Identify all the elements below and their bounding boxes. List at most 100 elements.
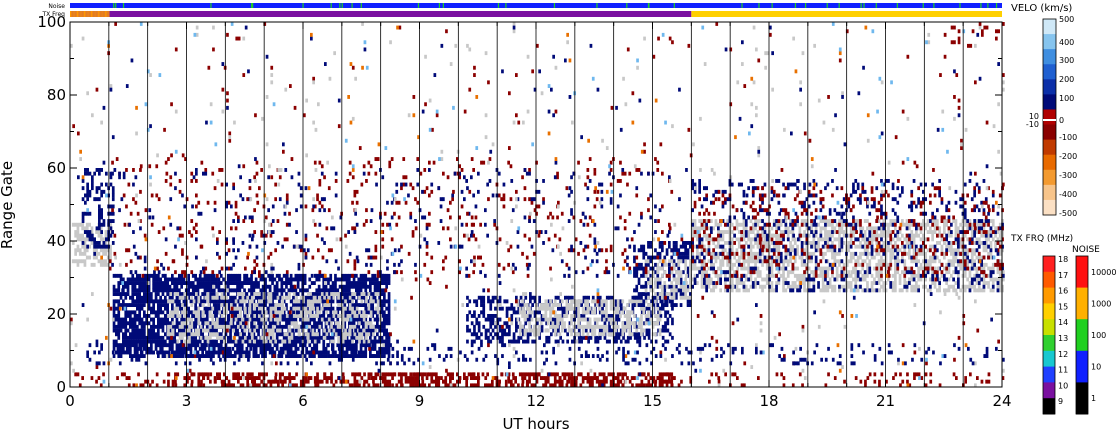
scatter-cell <box>540 314 544 318</box>
scatter-cell <box>171 306 174 311</box>
scatter-cell <box>670 270 674 275</box>
scatter-cell <box>327 288 330 293</box>
scatter-cell <box>229 332 232 337</box>
scatter-cell <box>197 310 201 315</box>
scatter-cell <box>150 332 153 337</box>
scatter-cell <box>213 295 217 300</box>
scatter-cell <box>237 306 240 311</box>
scatter-cell <box>633 295 636 300</box>
scatter-cell <box>560 324 564 329</box>
scatter-cell <box>567 303 571 307</box>
scatter-cell <box>329 328 333 333</box>
scatter-cell <box>616 383 620 388</box>
scatter-cell <box>83 248 87 253</box>
scatter-cell <box>658 277 662 282</box>
scatter-cell <box>95 230 98 234</box>
scatter-cell <box>421 372 424 377</box>
scatter-cell <box>686 273 690 278</box>
scatter-cell <box>341 288 344 293</box>
scatter-cell <box>236 321 239 326</box>
scatter-cell <box>190 317 194 322</box>
scatter-cell <box>484 383 487 388</box>
scatter-cell <box>260 335 263 340</box>
scatter-cell <box>285 303 288 307</box>
scatter-cell <box>651 255 655 260</box>
scatter-cell <box>258 314 261 318</box>
scatter-cell <box>127 376 131 380</box>
scatter-cell <box>240 321 244 326</box>
scatter-cell <box>985 379 988 384</box>
scatter-cell <box>554 339 558 344</box>
scatter-cell <box>647 292 650 296</box>
scatter-cell <box>299 288 302 293</box>
scatter-cell <box>730 281 734 285</box>
scatter-cell <box>322 277 326 282</box>
scatter-cell <box>287 317 291 322</box>
scatter-cell <box>633 288 636 293</box>
scatter-cell <box>196 281 200 285</box>
txfreq-tick <box>908 11 910 17</box>
scatter-cell <box>311 303 315 307</box>
scatter-cell <box>730 262 734 267</box>
scatter-cell <box>588 383 592 388</box>
scatter-cell <box>352 295 356 300</box>
scatter-cell <box>761 277 764 282</box>
scatter-cell <box>586 299 590 304</box>
scatter-cell <box>208 343 211 348</box>
scatter-cell <box>512 335 516 340</box>
scatter-cell <box>255 376 259 380</box>
scatter-cell <box>496 321 500 326</box>
scatter-cell <box>642 270 646 275</box>
scatter-cell <box>104 259 108 264</box>
scatter-cell <box>740 248 743 253</box>
scatter-cell <box>733 372 737 377</box>
scatter-cell <box>647 262 650 267</box>
scatter-cell <box>105 182 108 187</box>
scatter-cell <box>322 288 326 293</box>
scatter-cell <box>117 281 121 285</box>
scatter-cell <box>217 350 221 355</box>
scatter-cell <box>250 292 253 296</box>
scatter-cell <box>656 284 660 289</box>
scatter-cell <box>649 284 653 289</box>
scatter-cell <box>311 332 315 337</box>
scatter-cell <box>341 343 344 348</box>
scatter-cell <box>206 292 210 296</box>
scatter-cell <box>250 306 253 311</box>
scatter-cell <box>482 295 486 300</box>
scatter-cell <box>196 284 200 289</box>
scatter-cell <box>378 288 381 293</box>
scatter-cell <box>210 273 214 278</box>
scatter-cell <box>530 310 534 315</box>
scatter-cell <box>250 317 253 322</box>
scatter-cell <box>219 321 223 326</box>
scatter-cell <box>178 295 182 300</box>
scatter-cell <box>308 354 312 358</box>
scatter-cell <box>178 324 182 329</box>
scatter-cell <box>269 295 273 300</box>
scatter-cell <box>254 354 258 358</box>
scatter-cell <box>608 314 611 318</box>
scatter-cell <box>373 299 377 304</box>
scatter-cell <box>280 314 284 318</box>
scatter-cell <box>383 277 386 282</box>
scatter-cell <box>313 303 316 307</box>
scatter-cell <box>689 295 692 300</box>
scatter-cell <box>663 259 667 264</box>
scatter-cell <box>385 281 388 285</box>
scatter-cell <box>664 310 667 315</box>
scatter-cell <box>380 306 384 311</box>
scatter-cell <box>173 339 176 344</box>
scatter-cell <box>523 317 527 322</box>
scatter-cell <box>558 376 562 380</box>
scatter-cell <box>280 328 284 333</box>
scatter-cell <box>355 303 358 307</box>
scatter-cell <box>198 273 202 278</box>
scatter-cell <box>630 376 634 380</box>
scatter-cell <box>236 284 239 289</box>
scatter-cell <box>151 379 154 384</box>
scatter-cell <box>561 306 565 311</box>
scatter-cell <box>223 383 226 388</box>
scatter-cell <box>202 372 205 377</box>
scatter-cell <box>205 310 209 315</box>
